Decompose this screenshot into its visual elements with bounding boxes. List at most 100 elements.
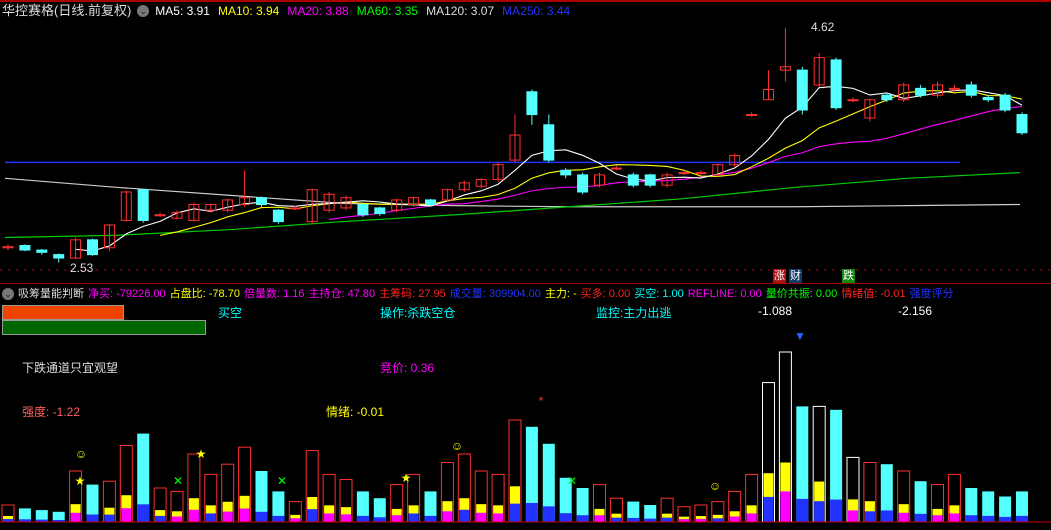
volume-fill-main [459, 509, 470, 522]
volume-fill-main [391, 515, 402, 522]
volume-fill-main [408, 513, 419, 522]
candle-up [239, 197, 251, 206]
volume-fill-main [476, 512, 487, 522]
volume-fill-yellow [476, 504, 487, 514]
indicator-stat: 量价共振: 0.00 [765, 288, 838, 300]
volume-bar-down [356, 491, 369, 522]
candle-down [577, 174, 589, 193]
indicator-stat: 主持仓: 47.80 [308, 288, 376, 300]
candle-down [19, 245, 31, 251]
panel-separator [0, 283, 1051, 284]
chevron-down-icon[interactable]: ⌄ [2, 288, 14, 300]
indicator-stat: REFLINE: 0.00 [687, 288, 762, 300]
volume-fill-main [780, 491, 791, 522]
volume-bar-down [1016, 491, 1028, 522]
chevron-down-icon[interactable]: ⌄ [137, 5, 150, 17]
candle-down [915, 87, 927, 96]
candle-down [881, 94, 893, 101]
candle-up [103, 224, 115, 249]
volume-fill-main [155, 515, 166, 522]
volume-fill-main [510, 503, 520, 522]
operation-text: 操作:杀跌空仓 [380, 306, 456, 320]
volume-fill-main [307, 509, 318, 522]
volume-fill-yellow [746, 505, 757, 514]
volume-fill-main [712, 518, 723, 522]
signal-marker-icon: * [539, 394, 544, 408]
candle-up [340, 197, 352, 209]
volume-bar-down [644, 505, 657, 522]
volume-fill-main [729, 516, 740, 522]
candle-up [306, 189, 318, 223]
candle-up [458, 182, 470, 191]
candle-down [560, 169, 572, 176]
indicator-header: ⌄ 吸筹量能判断 净买: -79226.00 占盘比: -78.70 倍量数: 1.… [2, 284, 953, 304]
candle-up [594, 174, 605, 186]
volume-fill-yellow [3, 516, 13, 520]
volume-fill-blue [830, 499, 843, 522]
candle-up [813, 57, 825, 86]
candle-up [948, 87, 960, 90]
candle-up [323, 193, 335, 211]
top-border [0, 0, 1051, 2]
volume-fill-main [763, 496, 774, 522]
volume-fill-yellow [898, 504, 909, 514]
volume-fill-yellow [205, 505, 216, 514]
volume-fill-yellow [442, 501, 453, 512]
volume-fill-blue [373, 517, 386, 522]
volume-bar-down [86, 484, 99, 522]
volume-fill-yellow [408, 505, 419, 514]
volume-fill-yellow [239, 495, 250, 509]
volume-fill-yellow [70, 504, 81, 514]
volume-bar-down [255, 471, 268, 522]
signal-buy-short: 买空 [218, 306, 243, 320]
volume-fill-blue [982, 515, 995, 522]
volume-bar-down [982, 491, 995, 522]
candle-up [610, 167, 622, 170]
volume-fill-yellow [104, 507, 115, 515]
signal-marker-icon: ☺ [451, 439, 463, 453]
volume-bar-down [525, 426, 538, 522]
candle-up [712, 164, 724, 176]
candle-down [830, 59, 842, 109]
tag-finance[interactable]: 财 [789, 269, 802, 283]
volume-fill-main [848, 510, 858, 522]
candle-up [678, 172, 690, 175]
candle-up [205, 204, 217, 211]
indicator-stat: 倍量数: 1.16 [243, 288, 305, 300]
volume-bar-down [542, 443, 555, 522]
candle-down [374, 207, 386, 215]
volume-fill-main [341, 514, 351, 522]
signal-marker-icon: ★ [401, 471, 412, 485]
volume-fill-yellow [662, 513, 673, 518]
volume-fill-main [898, 512, 909, 522]
candle-up [391, 199, 403, 211]
volume-fill-yellow [459, 498, 470, 511]
volume-bar-down [880, 464, 893, 522]
volume-bar-down [576, 488, 589, 522]
volume-fill-blue [965, 515, 978, 522]
stock-title: 华控赛格(日线.前复权) [2, 3, 132, 18]
candle-down [272, 209, 284, 223]
volume-fill-blue [576, 515, 589, 522]
volume-fill-yellow [814, 481, 825, 502]
tag-rise[interactable]: 涨 [773, 269, 786, 283]
candle-up [222, 199, 234, 211]
indicator-stat: 强度评分 [909, 288, 954, 300]
value-2: -2.156 [898, 304, 933, 318]
volume-fill-yellow [594, 508, 605, 516]
volume-fill-main [324, 513, 335, 522]
tag-fall[interactable]: 跌 [842, 269, 855, 283]
volume-fill-main [70, 512, 81, 522]
volume-fill-yellow [493, 505, 504, 514]
candle-down [526, 91, 538, 116]
volume-fill-main [746, 513, 757, 522]
indicator-stat: 占盘比: -78.70 [169, 288, 240, 300]
indicator-stat: 净买: -79226.00 [88, 288, 166, 300]
candle-up [932, 84, 943, 96]
volume-fill-main [679, 519, 689, 522]
volume-bar-down [999, 496, 1012, 522]
sentiment-text: 情绪: -0.01 [326, 405, 385, 419]
indicator-stat: 情绪值: -0.01 [841, 288, 906, 300]
signal-marker-icon: ✕ [277, 474, 287, 488]
